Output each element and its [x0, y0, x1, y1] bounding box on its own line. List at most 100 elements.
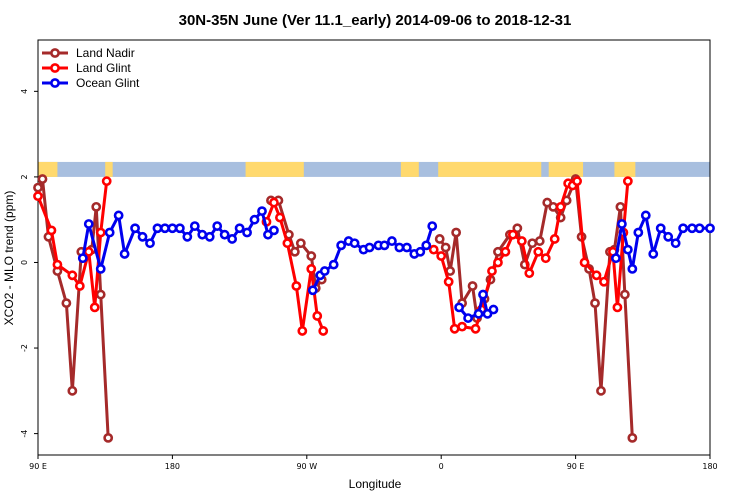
data-point — [289, 246, 300, 257]
data-point — [160, 223, 170, 234]
data-point — [130, 223, 140, 234]
data-point — [119, 249, 130, 259]
data-point — [61, 298, 72, 309]
data-point — [421, 240, 432, 251]
data-point — [67, 385, 78, 396]
series-group — [33, 174, 715, 443]
legend-label: Ocean Glint — [76, 76, 140, 90]
data-point — [457, 321, 468, 332]
data-point — [282, 238, 293, 249]
series-line — [81, 209, 275, 271]
data-point — [257, 206, 267, 217]
data-point — [83, 246, 94, 257]
data-point — [663, 231, 674, 242]
data-point — [463, 313, 473, 323]
data-point — [493, 246, 503, 257]
x-tick-label: 0 — [439, 462, 444, 471]
data-point — [103, 432, 114, 443]
data-point — [95, 289, 106, 300]
land-band-segment — [105, 161, 113, 177]
land-mask-band — [38, 161, 710, 177]
data-point — [622, 244, 633, 255]
y-tick-label: 2 — [20, 174, 29, 179]
data-point — [52, 259, 63, 270]
data-point — [451, 227, 462, 238]
data-point — [512, 223, 523, 234]
data-point — [167, 223, 178, 234]
legend-marker — [50, 78, 60, 88]
data-point — [197, 229, 208, 240]
data-point — [318, 326, 329, 336]
data-point — [449, 323, 460, 334]
x-axis-label: Longitude — [349, 477, 402, 491]
data-point — [37, 174, 48, 184]
x-axis: 90 E 180 90 W 0 90 E 180 — [29, 455, 718, 471]
land-band-segment — [438, 161, 542, 177]
data-point — [394, 242, 405, 253]
x-tick-label: 90 W — [296, 462, 317, 471]
series-2 — [77, 206, 715, 323]
y-axis-label: XCO2 - MLO trend (ppm) — [2, 191, 16, 326]
data-point — [627, 263, 638, 274]
x-tick-label: 90 E — [567, 462, 585, 471]
y-tick-label: -2 — [20, 344, 29, 352]
data-point — [440, 242, 451, 253]
land-band-segment — [245, 161, 304, 177]
data-point — [599, 276, 609, 287]
land-band-segment — [38, 161, 58, 177]
data-point — [470, 323, 481, 334]
data-point — [401, 242, 412, 253]
data-point — [473, 308, 484, 319]
data-point — [113, 210, 124, 221]
data-point — [427, 221, 438, 232]
data-point — [328, 259, 339, 270]
data-point — [77, 253, 88, 264]
data-point — [596, 385, 606, 396]
data-point — [182, 231, 193, 242]
data-point — [687, 223, 697, 234]
series-line — [36, 181, 109, 309]
data-point — [478, 289, 488, 300]
data-point — [227, 234, 238, 244]
data-point — [307, 285, 318, 296]
data-point — [152, 223, 163, 234]
data-point — [319, 266, 330, 276]
x-tick-label: 90 E — [29, 462, 47, 471]
land-band-segment — [614, 161, 636, 177]
data-point — [275, 212, 285, 223]
legend-marker — [50, 63, 60, 73]
data-point — [104, 227, 115, 238]
y-tick-label: -4 — [20, 430, 29, 438]
data-point — [312, 311, 323, 321]
data-point — [612, 302, 623, 313]
data-point — [615, 201, 626, 212]
data-point — [633, 227, 644, 238]
y-tick-label: 0 — [20, 260, 29, 265]
data-point — [428, 244, 439, 255]
plot-frame — [37, 39, 711, 456]
data-point — [74, 281, 85, 291]
x-tick-label: 180 — [702, 462, 717, 471]
data-point — [488, 304, 499, 315]
data-point — [295, 238, 306, 249]
land-band-segment — [548, 161, 584, 177]
data-point — [101, 176, 112, 187]
data-point — [306, 251, 317, 261]
series-line — [614, 213, 710, 271]
data-point — [590, 298, 600, 309]
data-point — [436, 251, 447, 261]
data-point — [387, 236, 397, 246]
data-point — [219, 229, 230, 240]
chart-title: 30N-35N June (Ver 11.1_early) 2014-09-06… — [179, 12, 572, 29]
data-point — [83, 219, 94, 229]
data-point — [443, 276, 454, 287]
data-point — [349, 238, 360, 249]
data-point — [91, 201, 102, 212]
series-0 — [33, 174, 638, 443]
data-point — [611, 253, 621, 264]
legend-label: Land Nadir — [76, 46, 135, 60]
data-point — [467, 281, 478, 291]
data-point — [269, 197, 279, 208]
